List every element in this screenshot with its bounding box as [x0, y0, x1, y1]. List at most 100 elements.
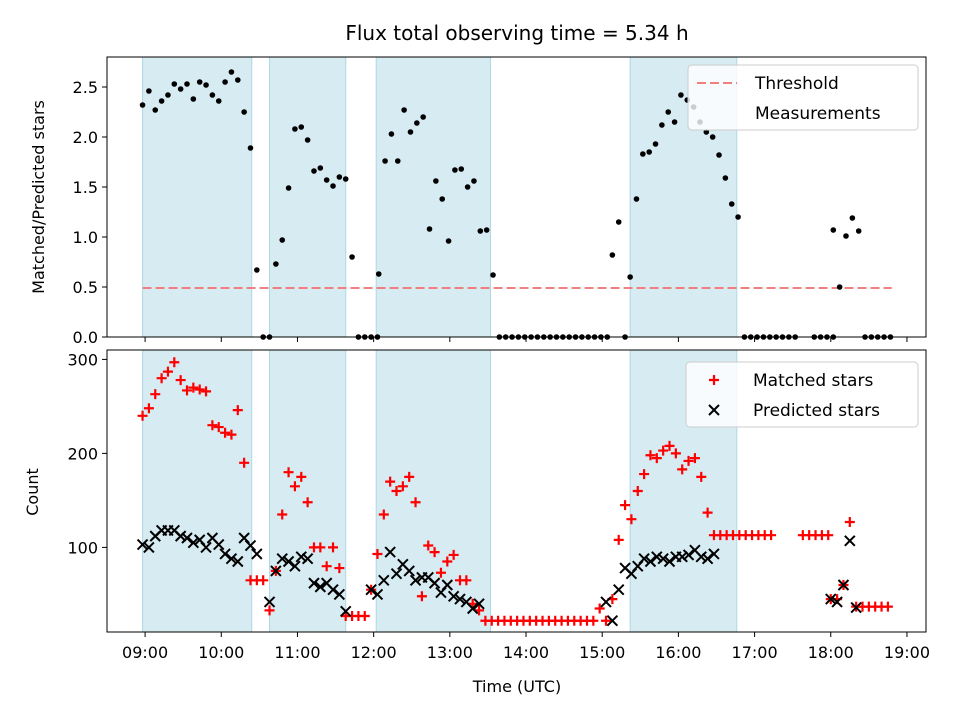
matched-star-point	[429, 547, 440, 558]
measurement-point	[483, 227, 490, 233]
x-tick-label: 19:00	[884, 643, 930, 662]
predicted-star-point	[295, 551, 307, 563]
predicted-star-point	[276, 552, 288, 565]
predicted-star-point	[263, 596, 276, 608]
measurement-point	[445, 238, 452, 244]
predicted-star-point	[850, 601, 862, 614]
measurement-point	[671, 119, 678, 125]
predicted-star-point	[825, 593, 837, 605]
measurement-point	[375, 271, 382, 277]
measurement-point	[158, 98, 165, 104]
predicted-star-point	[251, 548, 263, 560]
matched-star-point	[613, 534, 624, 545]
measurement-point	[177, 86, 184, 92]
top-y-ticks: 0.0 0.5 1.0 1.5 2.0 2.5	[73, 78, 107, 347]
matched-star-point	[277, 509, 288, 520]
count-panel: 100 200 300 09:00 10:00 11:00 12:00 13:00 14:00…	[23, 349, 930, 696]
predicted-star-point	[200, 541, 212, 554]
measurement-point	[407, 129, 414, 135]
measurement-point	[228, 69, 235, 75]
predicted-star-point	[695, 551, 707, 563]
matched-star-point	[378, 509, 389, 520]
predicted-star-point	[232, 555, 244, 568]
predicted-star-point	[447, 590, 460, 602]
legend-measurements-label: Measurements	[755, 104, 881, 124]
ratio-panel: 0.0 0.5 1.0 1.5 2.0 2.5 Matched/Predicted sta…	[29, 56, 927, 347]
predicted-star-point	[225, 552, 238, 565]
measurement-point	[234, 77, 241, 83]
bottom-axes-frame	[106, 349, 927, 633]
x-tick-label: 16:00	[655, 643, 701, 662]
x-tick-label: 09:00	[122, 643, 168, 662]
measurement-point	[849, 215, 856, 221]
measurement-point	[609, 252, 616, 258]
matched-star-point	[766, 530, 777, 541]
legend-frame	[685, 361, 919, 428]
matched-star-point	[302, 497, 313, 508]
measurement-point	[426, 226, 433, 232]
measurement-point	[633, 196, 640, 202]
predicted-star-point	[384, 546, 396, 558]
predicted-star-point	[270, 565, 282, 577]
matched-star-point	[283, 467, 294, 478]
measurement-point	[627, 274, 633, 280]
predicted-star-point	[606, 615, 619, 627]
matched-star-point	[226, 429, 237, 440]
measurement-point	[830, 227, 837, 233]
predicted-star-point	[136, 538, 149, 551]
x-tick-label: 18:00	[808, 643, 854, 662]
x-tick-label: 13:00	[427, 643, 473, 662]
matched-star-point	[391, 486, 402, 496]
measurement-point	[401, 107, 407, 113]
measurement-point	[458, 166, 465, 172]
measurement-point	[471, 178, 477, 184]
matched-star-point	[588, 615, 599, 626]
bottom-y-axis-label: Count	[23, 468, 42, 516]
matched-star-point	[169, 357, 180, 368]
matched-star-point	[213, 422, 224, 433]
predicted-star-point	[181, 532, 193, 544]
measurement-point	[722, 175, 729, 181]
predicted-star-point	[831, 596, 843, 608]
matched-star-point	[620, 500, 631, 511]
measurement-point	[203, 82, 209, 88]
measurement-point	[241, 109, 247, 115]
matched-star-point	[220, 427, 231, 438]
x-axis-label: Time (UTC)	[472, 677, 561, 696]
predicted-star-point	[837, 579, 850, 591]
matched-star-point	[315, 542, 326, 553]
measurement-point	[323, 177, 330, 183]
measurement-point	[728, 201, 735, 207]
predicted-star-point	[409, 574, 422, 587]
matched-star-point	[658, 445, 669, 456]
matched-star-point	[334, 563, 345, 574]
legend-predicted-label: Predicted stars	[753, 401, 880, 421]
observing-band	[269, 56, 347, 338]
predicted-star-point	[663, 555, 676, 568]
measurement-point	[855, 228, 862, 234]
y-tick-label: 2.0	[73, 128, 98, 147]
matched-star-point	[239, 457, 250, 468]
observing-band	[269, 349, 347, 633]
measurement-point	[709, 134, 716, 140]
predicted-star-point	[600, 596, 612, 608]
measurement-point	[703, 129, 710, 135]
top-observing-bands	[142, 56, 738, 338]
x-tick-label: 15:00	[579, 643, 625, 662]
y-tick-label: 100	[67, 538, 98, 557]
measurement-point	[184, 81, 190, 87]
predicted-star-point	[441, 579, 454, 591]
measurement-point	[452, 167, 458, 173]
matched-star-point	[201, 386, 212, 397]
measurement-point	[640, 151, 646, 157]
measurement-point	[215, 98, 222, 104]
matched-star-point	[683, 455, 694, 466]
measurement-point	[349, 254, 355, 260]
matched-star-point	[677, 464, 688, 475]
measurement-point	[836, 284, 843, 290]
predicted-star-point	[701, 552, 714, 565]
bottom-observing-bands	[142, 349, 738, 633]
predicted-star-point	[638, 552, 650, 565]
measurement-point	[439, 196, 446, 202]
matched-star-point	[137, 410, 148, 421]
